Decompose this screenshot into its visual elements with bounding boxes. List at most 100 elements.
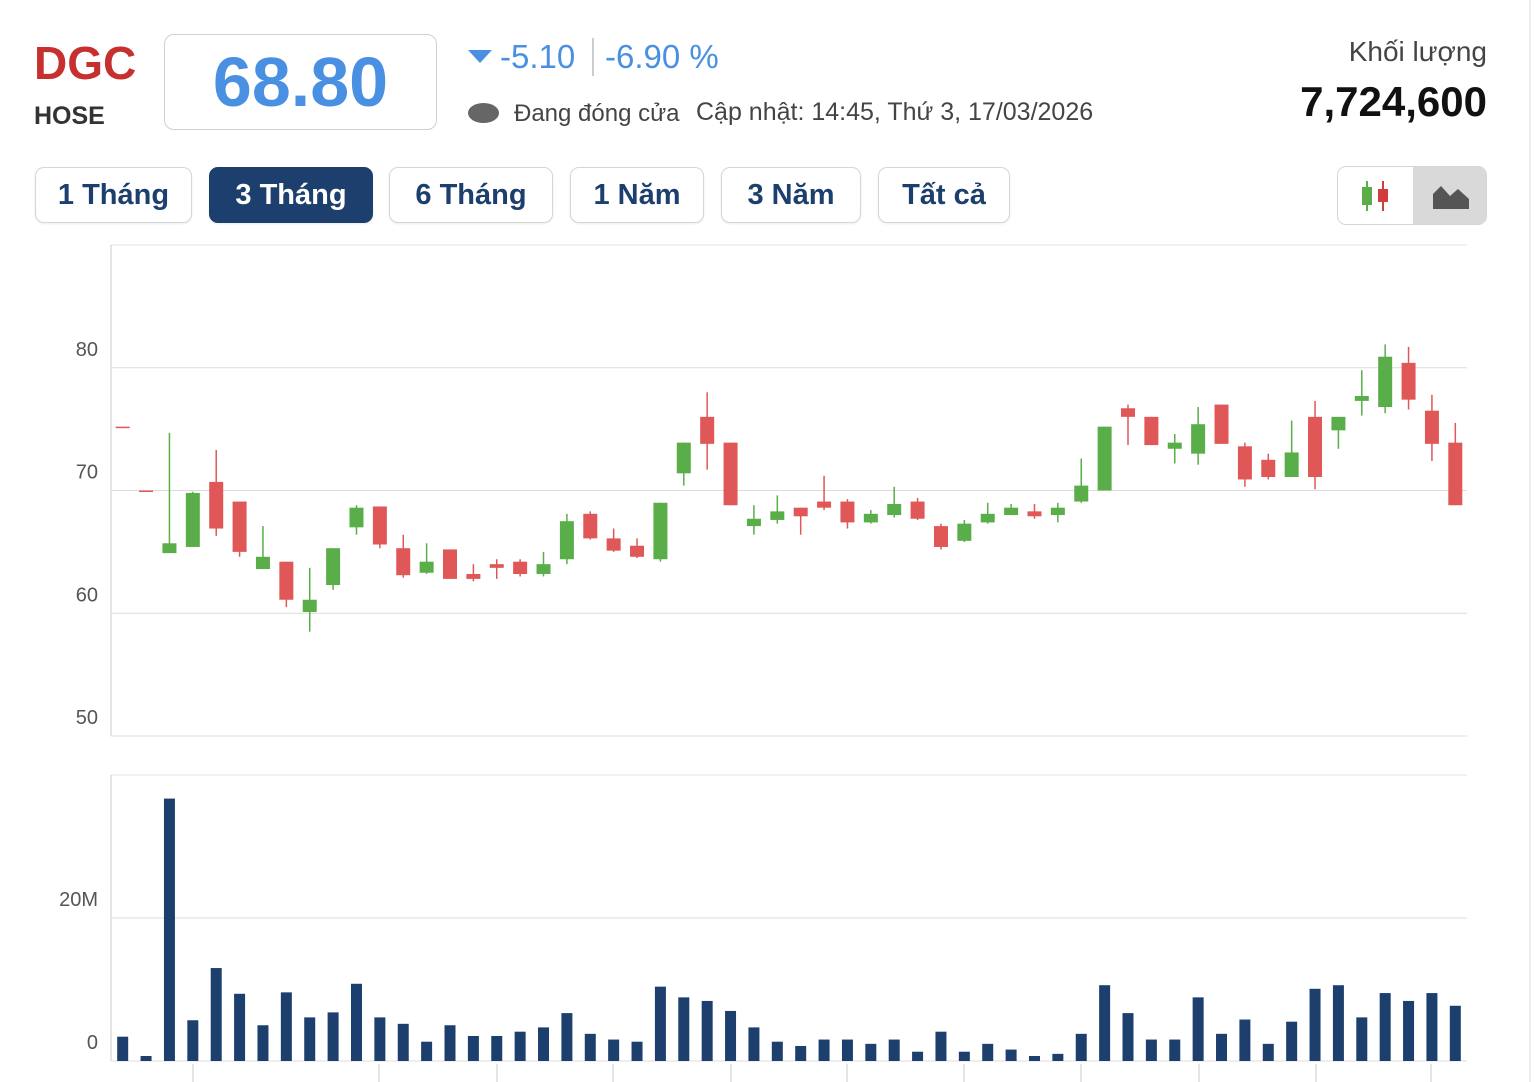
- volume-bar: [631, 1041, 643, 1061]
- candle-body: [1354, 395, 1369, 401]
- status: Đang đóng cửa: [514, 100, 680, 127]
- tab[interactable]: 6 Tháng: [389, 167, 553, 223]
- candle-body: [115, 426, 130, 429]
- volume-bar: [958, 1051, 970, 1061]
- y-tick-label: 50: [76, 707, 98, 729]
- ticker: DGC: [34, 37, 137, 89]
- y-tick-label: 20M: [59, 889, 98, 911]
- candle-body: [139, 490, 154, 492]
- volume-bar: [163, 798, 175, 1061]
- volume-bar: [1309, 988, 1321, 1061]
- candle-body: [1074, 485, 1089, 502]
- volume-bar: [1356, 1017, 1368, 1061]
- volume-bar: [654, 986, 666, 1061]
- price: 68.80: [164, 34, 437, 130]
- candle-body: [723, 442, 738, 506]
- y-tick-label: 0: [87, 1032, 98, 1054]
- candle-body: [162, 543, 177, 554]
- candle-body: [630, 545, 645, 557]
- candle-body: [1004, 507, 1019, 516]
- tab[interactable]: 3 Tháng: [209, 167, 373, 223]
- candle-body: [1237, 446, 1252, 480]
- candle-body: [326, 548, 341, 586]
- chart-type-toggle: [1337, 166, 1487, 225]
- volume-bar: [467, 1035, 479, 1061]
- volume-bar: [117, 1036, 129, 1061]
- y-tick-label: 80: [76, 339, 98, 361]
- volume-bar: [888, 1039, 900, 1061]
- candle-body: [232, 501, 247, 552]
- candle-body: [793, 507, 808, 517]
- toggle-icons[interactable]: [1338, 167, 1487, 225]
- candle-body: [817, 501, 832, 508]
- volume-bar: [280, 992, 292, 1061]
- volume-bar: [140, 1055, 152, 1061]
- separator: [592, 38, 594, 76]
- candle-body: [489, 564, 504, 568]
- volume-bar: [1145, 1039, 1157, 1061]
- tab[interactable]: 1 Tháng: [35, 167, 192, 223]
- volume-bar: [1332, 985, 1344, 1061]
- candle-body: [1261, 459, 1276, 477]
- volume-bar: [1169, 1039, 1181, 1061]
- candle-body: [1448, 442, 1463, 506]
- candle-body: [653, 502, 668, 560]
- candle-body: [302, 599, 317, 613]
- candle-body: [700, 416, 715, 444]
- volume-bar: [257, 1025, 269, 1061]
- candle-body: [255, 556, 270, 570]
- change: -5.10: [500, 38, 576, 75]
- volume-bar: [818, 1039, 830, 1061]
- volume-bar: [1449, 1005, 1461, 1061]
- volume-label: Khối lượng: [1348, 36, 1487, 67]
- volume-bar: [725, 1010, 737, 1061]
- candle-body: [1308, 416, 1323, 477]
- candle-body: [887, 504, 902, 516]
- down-arrow: [468, 50, 492, 63]
- volume-bar: [187, 1020, 199, 1061]
- volume-bar: [701, 1000, 713, 1061]
- volume-bar: [841, 1039, 853, 1061]
- candle-body: [1214, 404, 1229, 444]
- change-pct: -6.90 %: [605, 38, 719, 75]
- volume-bar: [210, 968, 222, 1061]
- volume-bar: [748, 1027, 760, 1061]
- candle-body: [1097, 426, 1112, 491]
- candle-body: [910, 501, 925, 519]
- candle-body: [1401, 362, 1416, 400]
- candle-body: [1331, 416, 1346, 431]
- candle-body: [583, 513, 598, 539]
- volume-bar: [514, 1031, 526, 1061]
- volume-bar: [374, 1017, 386, 1061]
- volume-bar: [421, 1041, 433, 1061]
- tab[interactable]: 3 Năm: [721, 167, 861, 223]
- volume-bar: [584, 1033, 596, 1061]
- tab[interactable]: 1 Năm: [570, 167, 704, 223]
- x-ticks: [192, 1064, 1432, 1082]
- candle-body: [676, 442, 691, 474]
- candle-body: [443, 549, 457, 579]
- updated: Cập nhật: 14:45, Thứ 3, 17/03/2026: [696, 98, 1094, 126]
- candle-body: [185, 492, 200, 547]
- volume-bar: [491, 1035, 503, 1061]
- volume-bar: [1262, 1043, 1274, 1061]
- tab[interactable]: Tất cả: [878, 167, 1010, 223]
- volume-bar: [1379, 993, 1391, 1061]
- volume-bar: [1075, 1033, 1087, 1061]
- volume-bar: [538, 1027, 550, 1061]
- candle-body: [1424, 410, 1439, 444]
- volume-bar: [1052, 1053, 1064, 1061]
- volume-bar: [1099, 985, 1111, 1061]
- volume-bar: [935, 1031, 947, 1061]
- candle-body: [606, 538, 621, 551]
- volume-bar: [1005, 1049, 1017, 1061]
- candle-body: [513, 561, 528, 574]
- candle-body: [863, 513, 878, 523]
- volume-bar: [771, 1041, 783, 1061]
- candle-body: [1167, 442, 1182, 449]
- candle-body: [840, 501, 855, 523]
- volume: 7,724,600: [1300, 78, 1487, 125]
- volume-bar: [444, 1025, 456, 1061]
- candle-body: [1050, 507, 1065, 516]
- candle-body: [1121, 408, 1135, 417]
